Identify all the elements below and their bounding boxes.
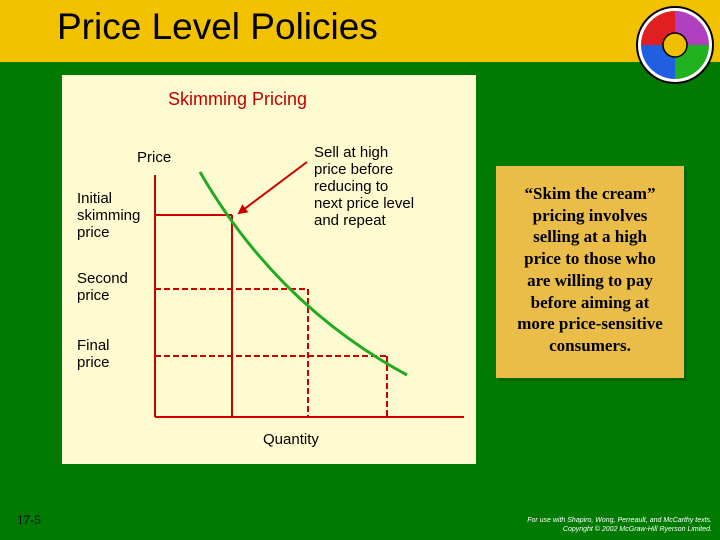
footer-line2: Copyright © 2002 McGraw-Hill Ryerson Lim… <box>562 526 712 533</box>
y-axis-label: Price <box>137 149 172 166</box>
quote-line3: selling at a high <box>533 227 647 247</box>
annotation-line4: next price level <box>314 195 415 212</box>
annotation-line1: Sell at high <box>314 144 389 161</box>
x-axis-label: Quantity <box>263 431 319 448</box>
annotation-line5: and repeat <box>314 212 386 229</box>
slide-title: Price Level Policies <box>57 6 378 47</box>
final-price-label: Final price <box>77 337 110 371</box>
quote-line5: are willing to pay <box>527 270 653 290</box>
color-wheel-logo <box>636 6 714 84</box>
initial-price-label-line1: Initial <box>77 190 113 207</box>
footer-line1: For use with Shapiro, Wong, Perreault, a… <box>527 517 712 524</box>
quote-line2: pricing involves <box>532 205 648 225</box>
quote-line4: price to those who <box>524 249 656 269</box>
final-price-label-line1: Final <box>77 337 110 354</box>
second-price-label-line1: Second <box>77 270 128 287</box>
title-bar <box>0 0 720 62</box>
annotation-arrow <box>237 161 308 215</box>
annotation-line2: price before <box>314 161 394 178</box>
annotation-line3: reducing to <box>314 178 389 195</box>
quote-line7: more price-sensitive <box>517 314 663 334</box>
diagram-panel <box>62 75 476 464</box>
slide-number: 17-5 <box>17 512 41 527</box>
skimming-diagram <box>154 161 464 418</box>
quote-text: “Skim the cream” pricing involves sellin… <box>496 183 684 357</box>
demand-curve <box>198 171 408 377</box>
initial-price-label-line3: price <box>77 224 110 241</box>
quote-box <box>496 166 684 378</box>
initial-price-label-line2: skimming <box>77 207 141 224</box>
annotation-text: Sell at high price before reducing to ne… <box>314 144 414 229</box>
final-price-label-line2: price <box>77 354 110 371</box>
diagram-title: Skimming Pricing <box>168 89 308 109</box>
initial-price-label: Initial skimming price <box>77 190 140 241</box>
second-price-label-line2: price <box>77 287 110 304</box>
quote-line1: “Skim the cream” <box>524 184 656 203</box>
copyright-footer: For use with Shapiro, Wong, Perreault, a… <box>527 516 712 534</box>
quote-line6: before aiming at <box>530 292 650 312</box>
quote-line8: consumers. <box>549 335 631 355</box>
wheel-center <box>662 32 688 58</box>
second-price-label: Second price <box>77 270 128 304</box>
